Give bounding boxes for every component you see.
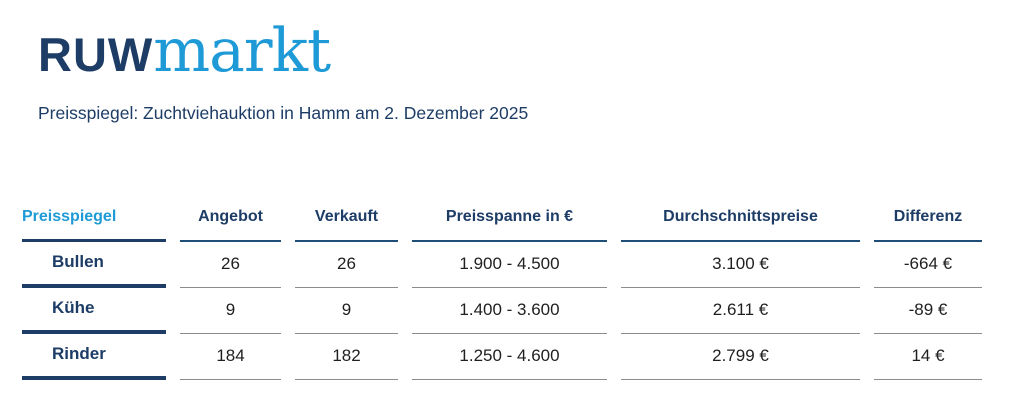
cell-rinder-verkauft: 182 xyxy=(295,334,398,380)
cell-rinder-durchschnittspreis: 2.799 € xyxy=(621,334,860,380)
cell-bullen-durchschnittspreis: 3.100 € xyxy=(621,242,860,288)
ruwmarkt-logo: RUW markt xyxy=(38,16,331,86)
cell-bullen-preisspanne: 1.900 - 4.500 xyxy=(412,242,607,288)
cell-rinder-angebot: 184 xyxy=(180,334,281,380)
logo-ruw-text: RUW xyxy=(38,28,154,81)
row-label-kuehe: Kühe xyxy=(22,288,166,334)
cell-kuehe-preisspanne: 1.400 - 3.600 xyxy=(412,288,607,334)
price-table: Preisspiegel Angebot Verkauft Preisspann… xyxy=(22,200,982,380)
cell-kuehe-differenz: -89 € xyxy=(874,288,982,334)
cell-kuehe-angebot: 9 xyxy=(180,288,281,334)
cell-rinder-differenz: 14 € xyxy=(874,334,982,380)
column-header-durchschnittspreise: Durchschnittspreise xyxy=(621,200,860,242)
cell-rinder-preisspanne: 1.250 - 4.600 xyxy=(412,334,607,380)
row-label-rinder: Rinder xyxy=(22,334,166,380)
logo-markt-text: markt xyxy=(153,16,331,86)
column-header-verkauft: Verkauft xyxy=(295,200,398,242)
row-label-bullen: Bullen xyxy=(22,242,166,288)
page-title: Preisspiegel: Zuchtviehauktion in Hamm a… xyxy=(38,103,529,123)
column-header-angebot: Angebot xyxy=(180,200,281,242)
cell-bullen-verkauft: 26 xyxy=(295,242,398,288)
column-header-preisspanne: Preisspanne in € xyxy=(412,200,607,242)
cell-kuehe-durchschnittspreis: 2.611 € xyxy=(621,288,860,334)
column-header-differenz: Differenz xyxy=(874,200,982,242)
column-header-preisspiegel: Preisspiegel xyxy=(22,200,166,242)
cell-bullen-differenz: -664 € xyxy=(874,242,982,288)
cell-bullen-angebot: 26 xyxy=(180,242,281,288)
cell-kuehe-verkauft: 9 xyxy=(295,288,398,334)
